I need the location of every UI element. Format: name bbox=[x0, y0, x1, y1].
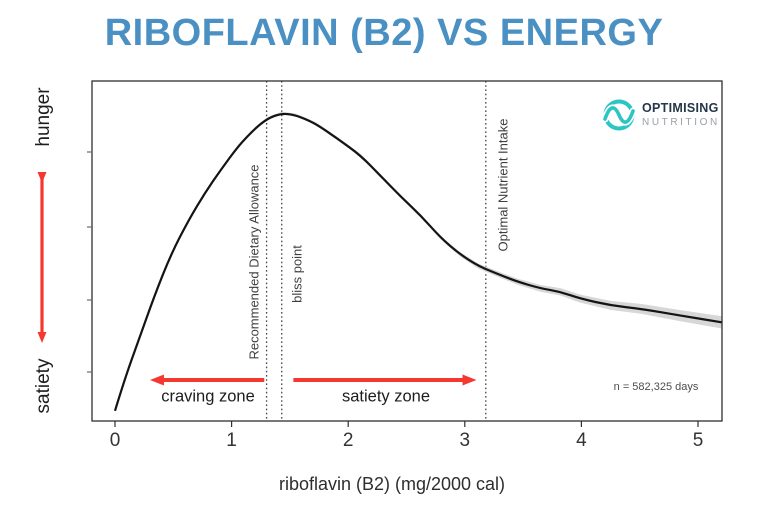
y-axis-ticks bbox=[87, 151, 92, 373]
y-axis-satiety-label: satiety bbox=[33, 358, 54, 414]
rda-line-label: Recommended Dietary Allowance bbox=[246, 164, 262, 360]
bliss-point-label: bliss point bbox=[289, 245, 305, 303]
craving-zone-label: craving zone bbox=[161, 387, 255, 406]
confidence-band bbox=[115, 111, 723, 413]
logo-name: OPTIMISING bbox=[642, 101, 719, 116]
x-tick-label-3: 3 bbox=[459, 430, 471, 451]
chart-title: RIBOFLAVIN (B2) VS ENERGY bbox=[104, 12, 664, 54]
x-tick-label-2: 2 bbox=[342, 430, 354, 451]
x-tick-label-4: 4 bbox=[576, 430, 587, 451]
logo-subname: NUTRITION bbox=[642, 116, 720, 128]
curve-group bbox=[113, 111, 723, 413]
oni-line-label: Optimal Nutrient Intake bbox=[495, 118, 511, 252]
x-tick-label-1: 1 bbox=[226, 430, 237, 451]
plot-box bbox=[91, 80, 723, 422]
optimising-nutrition-logo: OPTIMISING NUTRITION bbox=[602, 98, 720, 132]
x-axis-ticks bbox=[114, 421, 699, 427]
satiety-zone-label: satiety zone bbox=[341, 387, 431, 406]
hunger-response-curve bbox=[113, 112, 723, 412]
y-axis-hunger-label: hunger bbox=[33, 87, 54, 147]
x-tick-label-0: 0 bbox=[109, 430, 121, 451]
logo-wave-icon bbox=[602, 99, 636, 131]
x-axis-title: riboflavin (B2) (mg/2000 cal) bbox=[278, 474, 506, 494]
sample-size-note: n = 582,325 days bbox=[613, 381, 699, 393]
logo-text: OPTIMISING NUTRITION bbox=[642, 101, 720, 128]
x-tick-label-5: 5 bbox=[692, 430, 704, 451]
